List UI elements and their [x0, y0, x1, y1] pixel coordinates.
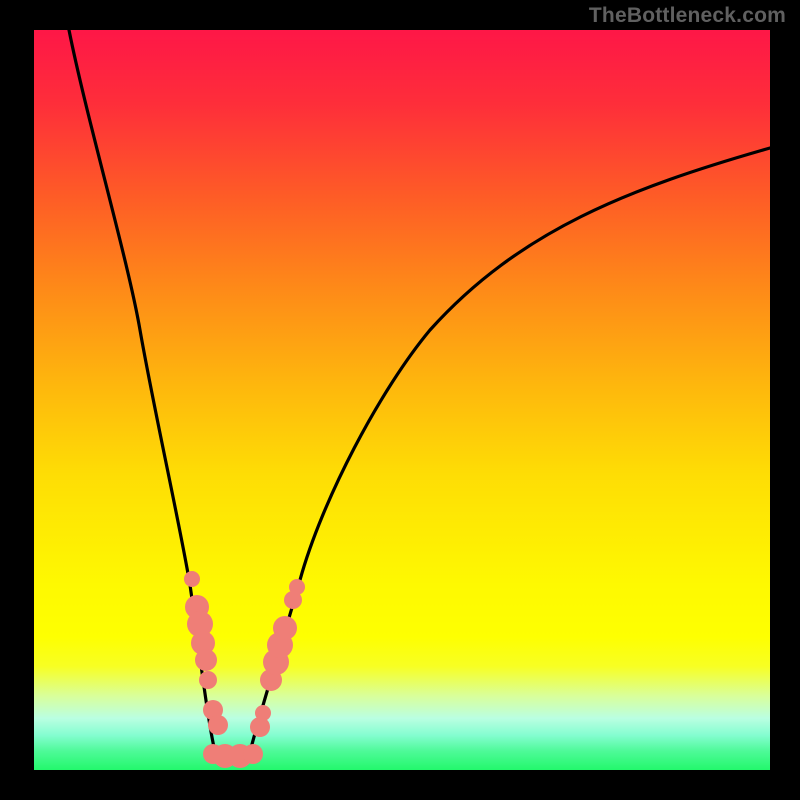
marker-point [208, 715, 228, 735]
marker-point [184, 571, 200, 587]
marker-point [195, 649, 217, 671]
watermark-text: TheBottleneck.com [589, 4, 786, 28]
chart-container: TheBottleneck.com [0, 0, 800, 800]
marker-point [289, 579, 305, 595]
marker-point [199, 671, 217, 689]
marker-point [243, 744, 263, 764]
marker-point [255, 705, 271, 721]
plot-area [34, 30, 770, 770]
chart-svg [0, 0, 800, 800]
marker-point [273, 616, 297, 640]
